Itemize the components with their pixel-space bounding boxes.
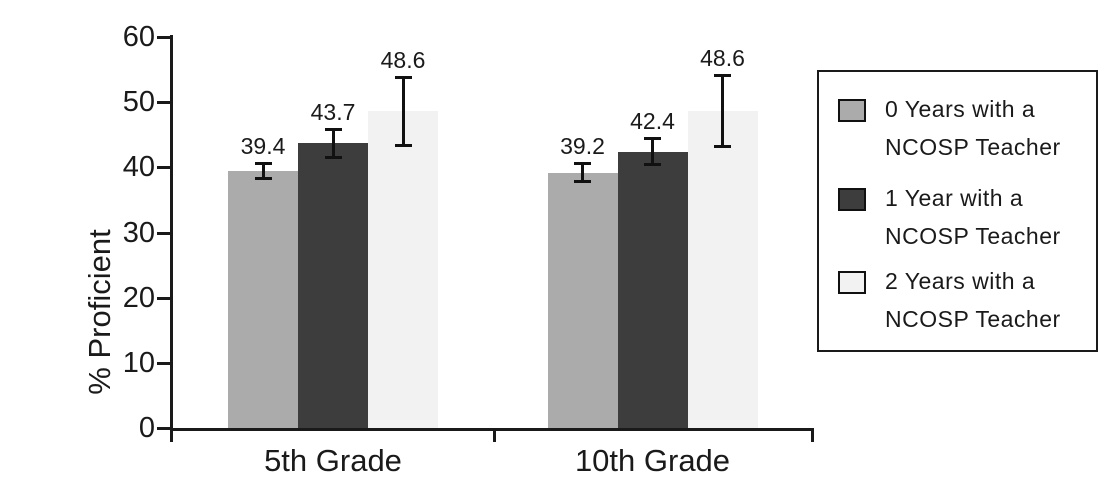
y-axis-tick [157, 101, 170, 105]
value-label: 39.2 [560, 133, 605, 160]
x-axis-tick [811, 428, 814, 442]
legend-swatch-icon [838, 188, 866, 211]
legend-swatch-icon [838, 271, 866, 294]
error-bar-bottom-cap [394, 143, 412, 147]
y-axis-tick-label: 30 [122, 216, 155, 249]
bar [228, 171, 298, 428]
category-label: 10th Grade [574, 443, 731, 478]
value-label: 43.7 [310, 98, 356, 125]
error-bar-top-cap [324, 127, 342, 131]
bar [368, 111, 438, 428]
legend-label-line2: NCOSP Teacher [885, 223, 1061, 249]
legend-label: 1 Year with a NCOSP Teacher [885, 179, 1061, 255]
error-bar-line [401, 76, 405, 146]
y-axis-tick [157, 361, 170, 365]
y-axis-tick-label: 60 [122, 21, 155, 53]
bar [617, 151, 688, 428]
y-axis-tick [157, 427, 170, 430]
error-bar-bottom-cap [644, 163, 661, 167]
bar [298, 143, 368, 428]
legend-label-line2: NCOSP Teacher [885, 306, 1061, 332]
error-bar-bottom-cap [324, 155, 342, 159]
y-axis-tick [157, 231, 170, 235]
error-bar-line [581, 163, 584, 182]
error-bar-top-cap [394, 75, 412, 79]
y-axis-tick-label: 50 [122, 86, 155, 119]
error-bar-top-cap [644, 137, 661, 140]
legend-label: 2 Years with a NCOSP Teacher [885, 262, 1061, 338]
y-axis-tick [157, 166, 170, 170]
bar [687, 111, 758, 428]
y-axis-tick-label: 0 [138, 412, 155, 444]
error-bar-line [721, 75, 724, 148]
y-axis-tick-label: 10 [122, 346, 155, 379]
error-bar-line [651, 138, 654, 166]
error-bar-bottom-cap [574, 179, 591, 183]
legend: 0 Years with a NCOSP Teacher 1 Year with a… [817, 70, 1098, 352]
category-label: 5th Grade [264, 443, 402, 478]
legend-label-line1: 2 Years with a [885, 268, 1036, 294]
x-axis-line [170, 428, 813, 431]
bar [547, 172, 618, 428]
error-bar-top-cap [714, 74, 731, 78]
value-label: 39.4 [240, 133, 286, 160]
y-axis-line [170, 35, 173, 442]
error-bar-line [261, 163, 265, 180]
legend-swatch-icon [838, 99, 866, 122]
legend-label-line1: 1 Year with a [885, 185, 1024, 211]
legend-label: 0 Years with a NCOSP Teacher [885, 90, 1061, 166]
value-label: 48.6 [700, 45, 745, 72]
legend-label-line2: NCOSP Teacher [885, 134, 1061, 160]
error-bar-top-cap [574, 162, 591, 166]
y-axis-tick-label: 40 [122, 151, 155, 184]
x-axis-tick [493, 428, 496, 442]
value-label: 48.6 [380, 46, 426, 73]
error-bar-line [331, 128, 335, 158]
value-label: 42.4 [630, 108, 675, 134]
error-bar-top-cap [254, 162, 272, 166]
error-bar-bottom-cap [254, 177, 272, 181]
y-axis-tick-label: 20 [122, 281, 155, 314]
y-axis-tick [157, 296, 170, 300]
error-bar-bottom-cap [714, 145, 731, 149]
legend-label-line1: 0 Years with a [885, 96, 1036, 122]
y-axis-tick [157, 36, 170, 39]
